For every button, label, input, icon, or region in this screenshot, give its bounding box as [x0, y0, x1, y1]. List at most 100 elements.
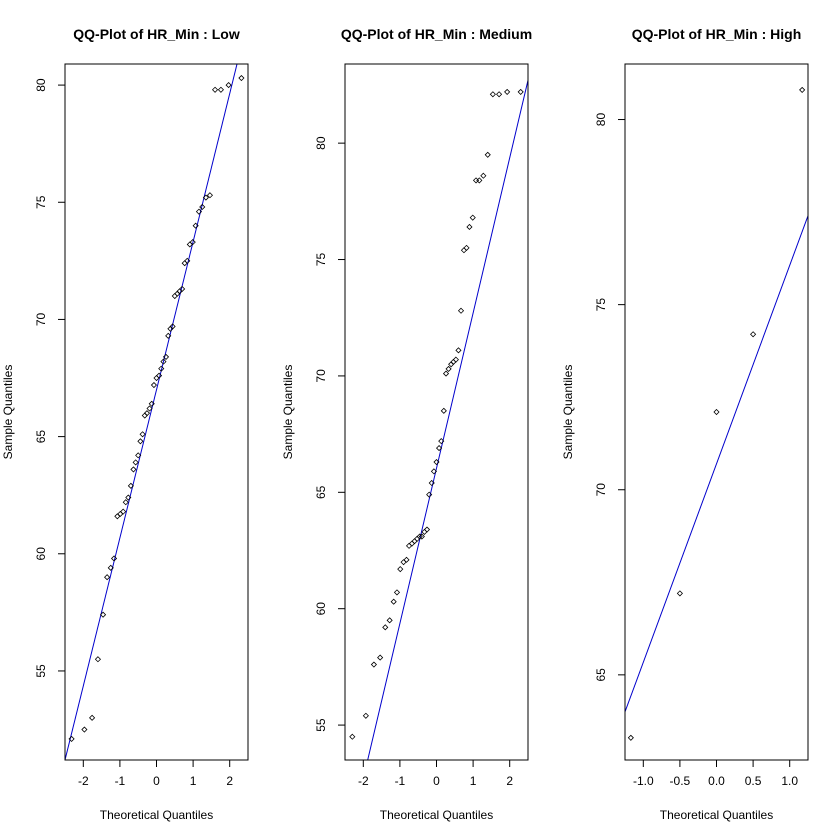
data-point: [400, 559, 407, 566]
data-point: [130, 466, 137, 473]
data-point: [104, 574, 111, 581]
data-point: [107, 564, 114, 571]
data-point: [125, 494, 132, 501]
qq-panel-high: QQ-Plot of HR_Min : High Theoretical Qua…: [561, 26, 809, 822]
data-point: [192, 222, 199, 229]
data-point: [469, 214, 476, 221]
x-tick-label: -1.0: [633, 774, 654, 788]
data-point: [496, 91, 503, 98]
x-tick-label: 0: [153, 774, 160, 788]
reference-line: [65, 64, 238, 760]
y-tick-label: 70: [594, 483, 608, 497]
data-point: [472, 177, 480, 184]
data-point: [382, 624, 389, 631]
data-point: [211, 86, 219, 93]
data-point: [132, 459, 139, 466]
data-point: [411, 538, 418, 545]
data-point: [238, 74, 245, 82]
y-tick-label: 70: [314, 369, 328, 383]
y-tick-label: 65: [34, 430, 48, 444]
y-tick-label: 80: [314, 136, 328, 150]
y-tick-label: 80: [34, 78, 48, 92]
y-tick-label: 55: [34, 664, 48, 678]
data-point: [397, 566, 404, 573]
data-point: [165, 332, 172, 339]
data-point: [517, 88, 524, 95]
data-point: [403, 556, 410, 563]
data-point: [206, 192, 214, 199]
x-axis-label: Theoretical Quantiles: [100, 808, 213, 822]
y-axis-label: Sample Quantiles: [281, 365, 295, 460]
data-point: [416, 533, 423, 540]
panel-title: QQ-Plot of HR_Min : Medium: [341, 26, 532, 42]
data-point: [110, 555, 118, 562]
data-point: [440, 407, 447, 414]
data-point: [377, 654, 384, 661]
data-point: [627, 734, 634, 741]
x-tick-label: 1: [190, 774, 197, 788]
data-point: [438, 438, 445, 445]
data-point: [122, 499, 129, 506]
x-axis-label: Theoretical Quantiles: [380, 808, 493, 822]
data-point: [421, 528, 428, 535]
qq-panel-low: QQ-Plot of HR_Min : Low Theoretical Quan…: [1, 26, 249, 822]
data-point: [139, 431, 146, 438]
x-tick-label: 0: [433, 774, 440, 788]
y-tick-label: 55: [314, 718, 328, 732]
x-tick-label: 2: [226, 774, 233, 788]
data-point: [463, 244, 470, 251]
y-tick-label: 75: [594, 298, 608, 312]
y-tick-label: 65: [314, 485, 328, 499]
y-tick-label: 80: [594, 113, 608, 127]
data-point: [799, 86, 806, 93]
data-point: [480, 172, 487, 179]
data-point: [430, 468, 438, 475]
data-point: [162, 353, 170, 360]
y-tick-label: 75: [34, 195, 48, 209]
data-point: [457, 307, 465, 314]
data-point: [455, 347, 462, 354]
data-point: [120, 508, 127, 515]
y-axis-label: Sample Quantiles: [1, 365, 15, 460]
y-axis-label: Sample Quantiles: [561, 365, 575, 460]
y-tick-label: 65: [594, 668, 608, 682]
data-point: [442, 370, 450, 377]
y-tick-label: 60: [34, 547, 48, 561]
data-point: [225, 82, 232, 89]
x-tick-label: 0.0: [708, 774, 725, 788]
x-axis-label: Theoretical Quantiles: [660, 808, 773, 822]
data-point: [137, 438, 144, 445]
data-point: [148, 400, 155, 407]
qq-panel-medium: QQ-Plot of HR_Min : Medium Theoretical Q…: [281, 26, 532, 822]
data-point: [484, 151, 491, 158]
x-tick-label: 1: [470, 774, 477, 788]
data-point: [418, 533, 425, 540]
data-point: [81, 726, 88, 733]
data-point: [158, 365, 165, 372]
data-point: [433, 458, 440, 466]
y-tick-label: 60: [314, 602, 328, 616]
data-point: [94, 656, 102, 663]
y-tick-label: 70: [34, 312, 48, 326]
y-tick-label: 75: [314, 253, 328, 267]
data-point: [405, 542, 413, 549]
x-tick-label: -2: [358, 774, 369, 788]
data-point: [153, 374, 160, 382]
panel-title: QQ-Plot of HR_Min : Low: [73, 26, 240, 42]
data-point: [179, 285, 186, 293]
data-point: [189, 239, 196, 246]
data-point: [217, 86, 224, 93]
x-tick-label: 2: [506, 774, 513, 788]
data-point: [676, 590, 683, 597]
x-tick-label: 1.0: [781, 774, 798, 788]
data-point: [460, 247, 468, 254]
x-tick-label: -1: [395, 774, 406, 788]
data-point: [423, 526, 431, 533]
data-point: [184, 257, 191, 264]
data-point: [504, 88, 511, 95]
data-point: [89, 714, 96, 721]
data-point: [386, 617, 393, 624]
reference-line: [367, 80, 528, 760]
data-point: [426, 491, 433, 498]
